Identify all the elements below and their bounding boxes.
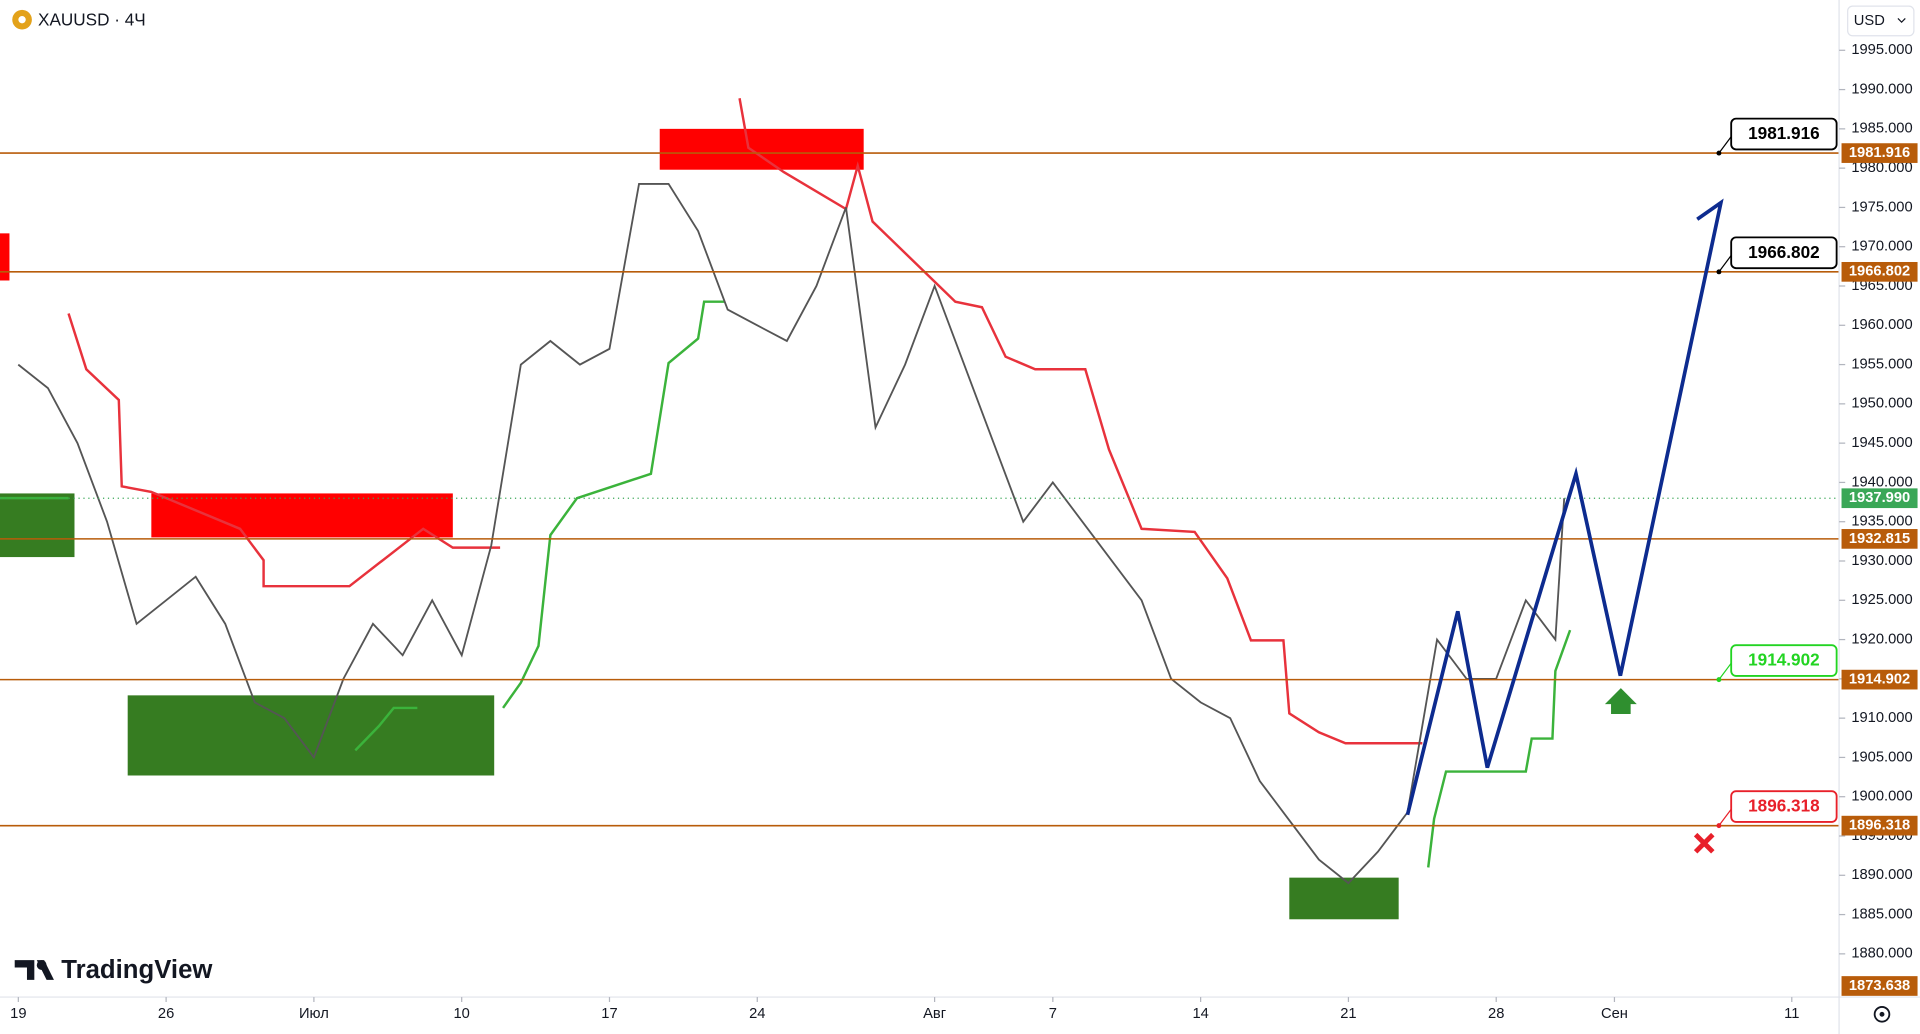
- y-tick-label: 1910.000: [1851, 710, 1912, 726]
- zone: [0, 233, 10, 281]
- brand-logo: [36, 960, 47, 970]
- zone: [0, 493, 75, 558]
- projection-path: [1405, 198, 1724, 816]
- y-tick-label: 1975.000: [1851, 199, 1912, 215]
- y-tick-label: 1920.000: [1851, 631, 1912, 647]
- callout-anchor: [1716, 150, 1722, 156]
- axis-price-tag: [1841, 488, 1918, 509]
- currency-label[interactable]: USD: [1854, 13, 1885, 29]
- trend-line: [738, 98, 1423, 745]
- y-tick-label: 1880.000: [1851, 946, 1912, 962]
- y-tick-label: 1965.000: [1851, 278, 1912, 294]
- y-tick-label: 1925.000: [1851, 592, 1912, 608]
- x-tick-label: Сен: [1601, 1006, 1628, 1022]
- y-tick-label: 1935.000: [1851, 514, 1912, 530]
- x-tick-label: 26: [158, 1006, 174, 1022]
- cross-icon: [1693, 832, 1715, 854]
- y-tick-label: 1940.000: [1851, 474, 1912, 490]
- callout-anchor: [1716, 677, 1722, 683]
- settings-icon[interactable]: [1873, 1005, 1891, 1023]
- y-tick-label: 1885.000: [1851, 906, 1912, 922]
- callout-box: [1730, 236, 1838, 270]
- trend-line: [1427, 629, 1572, 868]
- y-tick-label: 1960.000: [1851, 317, 1912, 333]
- callout-anchor: [1716, 269, 1722, 275]
- axis-price-label: 1937.990: [1849, 490, 1910, 506]
- axis-price-label: 1981.916: [1849, 145, 1910, 161]
- x-tick-label: 11: [1784, 1006, 1799, 1022]
- y-tick-label: 1990.000: [1851, 81, 1912, 97]
- x-tick-label: 14: [1192, 1006, 1208, 1022]
- x-tick-label: 17: [601, 1006, 617, 1022]
- x-tick-label: 10: [454, 1006, 470, 1022]
- price-line: [17, 182, 1566, 885]
- axis-price-label: 1914.902: [1849, 672, 1910, 688]
- axis-price-tag: [1841, 815, 1918, 836]
- y-tick-label: 1890.000: [1851, 867, 1912, 883]
- axis-price-tag: [1841, 529, 1918, 549]
- callout-box: [1730, 790, 1838, 823]
- trend-line: [354, 706, 418, 752]
- symbol-icon: [18, 16, 26, 24]
- axis-price-label: 1896.318: [1849, 818, 1910, 834]
- callout-anchor: [1716, 823, 1722, 829]
- zone: [659, 128, 864, 170]
- brand-name: TradingView: [61, 956, 213, 984]
- axis-price-tag: [1841, 261, 1918, 282]
- y-tick-label: 1930.000: [1851, 553, 1912, 569]
- axis-price-label: 1966.802: [1849, 264, 1910, 280]
- y-tick-label: 1995.000: [1851, 42, 1912, 58]
- settings-icon[interactable]: [1879, 1011, 1885, 1017]
- zone: [151, 493, 453, 538]
- y-tick-label: 1905.000: [1851, 749, 1912, 765]
- symbol-title: XAUUSD · 4Ч: [38, 9, 146, 29]
- y-tick-label: 1900.000: [1851, 789, 1912, 805]
- zone: [127, 695, 495, 776]
- callout-box: [1730, 644, 1838, 677]
- y-tick-label: 1970.000: [1851, 239, 1912, 255]
- plot-area: [0, 98, 1840, 920]
- trend-line: [502, 300, 725, 709]
- chevron[interactable]: [1897, 18, 1906, 24]
- currency-button[interactable]: [1847, 5, 1915, 37]
- y-tick-label: 1945.000: [1851, 435, 1912, 451]
- x-tick-label: 7: [1049, 1006, 1057, 1022]
- zone: [1289, 877, 1399, 920]
- axis-price-label: 1873.638: [1849, 978, 1910, 994]
- y-tick-label: 1950.000: [1851, 396, 1912, 412]
- x-tick-label: Авг: [923, 1006, 946, 1022]
- up-arrow-icon: [1604, 688, 1637, 714]
- x-tick-label: Июл: [299, 1006, 329, 1022]
- y-tick-label: 1985.000: [1851, 121, 1912, 137]
- axis-price-label: 1932.815: [1849, 531, 1910, 547]
- y-tick-label: 1980.000: [1851, 160, 1912, 176]
- trend-line: [67, 313, 501, 588]
- callout-label: 1966.802: [1748, 242, 1820, 262]
- x-tick-label: 28: [1488, 1006, 1504, 1022]
- x-tick-label: 21: [1340, 1006, 1356, 1022]
- axis-price-tag: [1841, 669, 1918, 690]
- x-tick-label: 19: [10, 1006, 26, 1022]
- axis-price-tag: [1841, 143, 1918, 163]
- callout-label: 1981.916: [1748, 123, 1820, 143]
- callout-label: 1914.902: [1748, 650, 1820, 670]
- y-tick-label: 1955.000: [1851, 356, 1912, 372]
- x-tick-label: 24: [749, 1006, 765, 1022]
- callout-box: [1730, 117, 1838, 151]
- callout-label: 1896.318: [1748, 796, 1820, 816]
- axis-price-tag: [1841, 976, 1918, 996]
